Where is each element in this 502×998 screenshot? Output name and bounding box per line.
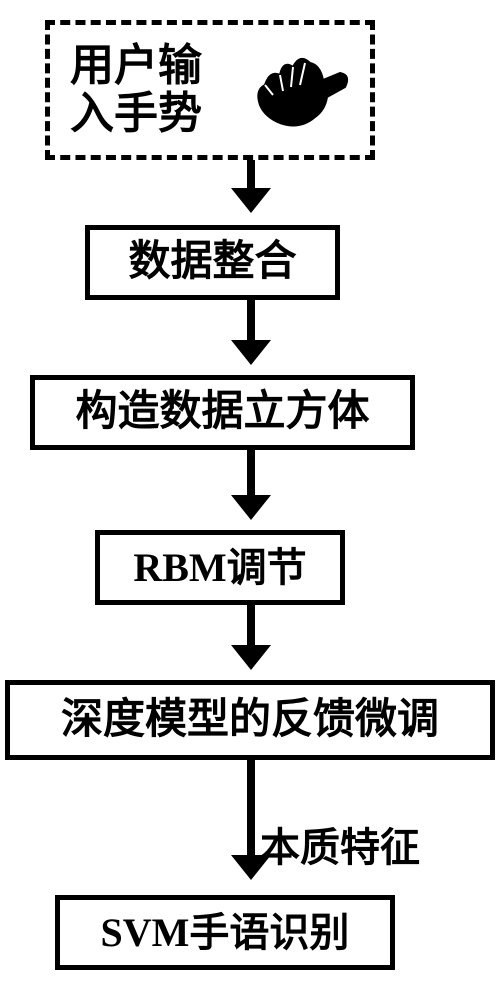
node-label: 用户输 入手势	[50, 42, 202, 139]
hand-gesture-icon	[245, 45, 355, 135]
arrow	[231, 450, 271, 519]
node-label: 构造数据立方体	[75, 389, 369, 435]
node-input-gesture: 用户输 入手势	[45, 20, 375, 160]
flowchart-container: 用户输 入手势 数据整合 构造数据立方体 RBM调节	[0, 0, 502, 998]
node-label: 深度模型的反馈微调	[61, 697, 439, 743]
node-label: RBM调节	[133, 546, 306, 590]
node-data-integration: 数据整合	[85, 225, 340, 300]
node-label: 数据整合	[128, 239, 296, 285]
node-label: SVM手语识别	[101, 911, 350, 955]
arrow	[231, 605, 271, 669]
node-rbm-adjust: RBM调节	[95, 530, 345, 605]
edge-label-essential-feature: 本质特征	[260, 815, 420, 873]
node-deep-model-finetune: 深度模型的反馈微调	[5, 680, 495, 760]
arrow	[231, 160, 271, 212]
node-svm-recognition: SVM手语识别	[55, 895, 395, 970]
arrow	[231, 300, 271, 364]
node-construct-data-cube: 构造数据立方体	[30, 375, 415, 450]
